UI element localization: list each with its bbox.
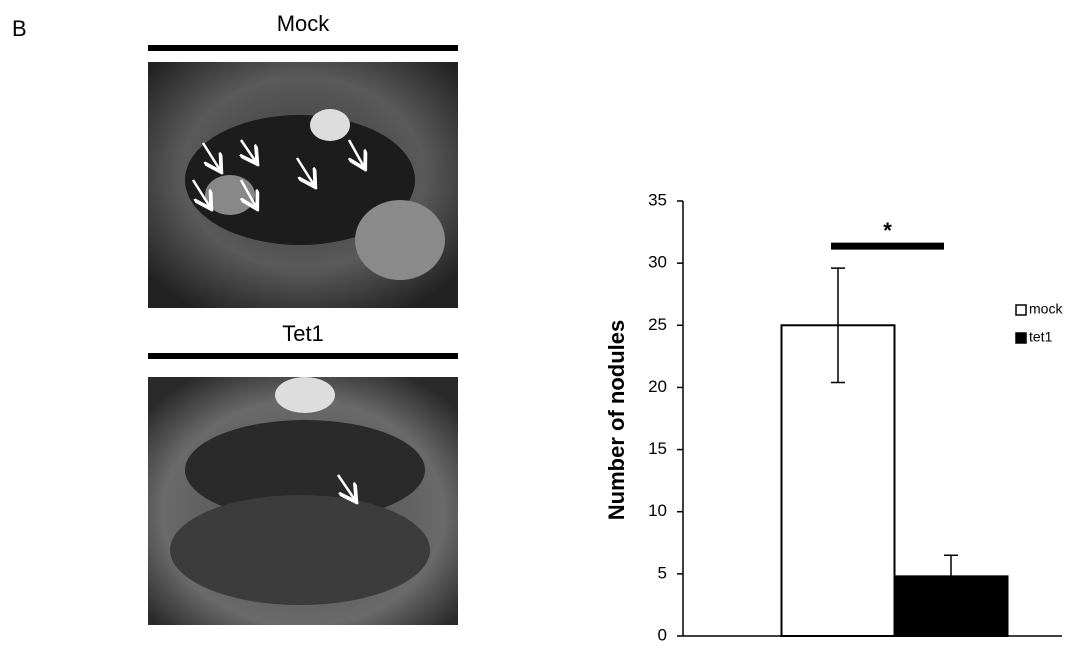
y-tick-label: 20 bbox=[648, 377, 667, 396]
image-label: Tet1 bbox=[282, 321, 324, 346]
y-tick-label: 10 bbox=[648, 501, 667, 520]
image-label: Mock bbox=[277, 11, 331, 36]
y-tick-label: 30 bbox=[648, 253, 667, 272]
label-bar bbox=[148, 353, 458, 359]
y-tick-label: 35 bbox=[648, 190, 667, 209]
error-bar bbox=[944, 554, 958, 599]
legend-label: mock bbox=[1029, 301, 1063, 317]
legend-swatch bbox=[1015, 332, 1027, 344]
y-tick-label: 25 bbox=[648, 315, 667, 334]
error-bar bbox=[831, 267, 845, 384]
y-axis-label: Number of nodules bbox=[604, 320, 629, 520]
mock-photo bbox=[148, 62, 458, 308]
y-tick-label: 15 bbox=[648, 439, 667, 458]
label-bar bbox=[148, 45, 458, 51]
y-tick-label: 0 bbox=[658, 625, 667, 644]
tet1-photo bbox=[148, 377, 458, 625]
legend-label: tet1 bbox=[1029, 329, 1053, 345]
legend-swatch bbox=[1015, 304, 1027, 316]
y-tick-label: 5 bbox=[658, 563, 667, 582]
significance-star: * bbox=[883, 218, 892, 243]
panel-label: B bbox=[12, 16, 27, 41]
